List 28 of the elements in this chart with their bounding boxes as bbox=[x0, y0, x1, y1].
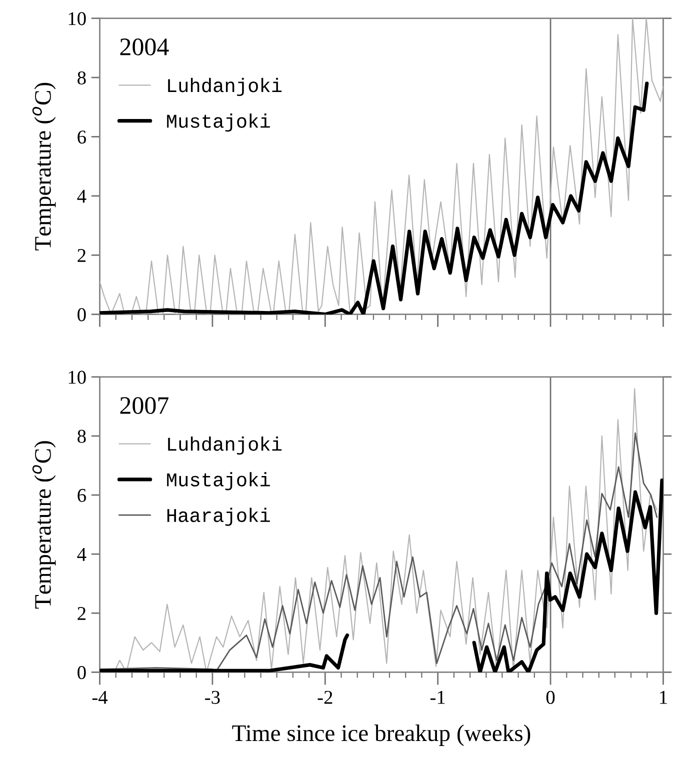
legend-label: Luhdanjoki bbox=[168, 436, 282, 455]
y-tick-label: 8 bbox=[78, 71, 86, 84]
x-tick-label: 0 bbox=[546, 690, 555, 704]
legend-label: Mustajoki bbox=[167, 472, 270, 490]
legend-title: 2007 bbox=[120, 397, 168, 414]
y-tick-label: 6 bbox=[78, 130, 86, 144]
x-tick-label: 1 bbox=[660, 690, 667, 704]
legend-title: 2004 bbox=[120, 38, 169, 56]
y-axis-title: Temperature ($^{o}$C) bbox=[32, 441, 56, 609]
y-tick-label: 10 bbox=[68, 370, 86, 384]
x-tick-label: -1 bbox=[430, 690, 445, 704]
x-axis-title: Time since ice breakup (weeks) bbox=[232, 724, 530, 746]
y-tick-label: 0 bbox=[78, 308, 86, 322]
y-tick-label: 10 bbox=[68, 12, 86, 26]
legend-label: Mustajoki bbox=[167, 114, 270, 132]
y-tick-label: 0 bbox=[78, 666, 86, 680]
y-tick-label: 2 bbox=[78, 249, 86, 262]
y-tick-label: 8 bbox=[78, 430, 86, 443]
x-tick-label: -2 bbox=[318, 690, 332, 704]
y-axis-title: Temperature ($^{o}$C) bbox=[32, 82, 56, 250]
legend-label: Haarajoki bbox=[167, 508, 270, 526]
y-tick-label: 4 bbox=[77, 190, 86, 203]
x-tick-label: -4 bbox=[92, 690, 108, 704]
x-tick-label: -3 bbox=[205, 690, 220, 704]
y-tick-label: 2 bbox=[78, 607, 86, 620]
legend-label: Luhdanjoki bbox=[168, 78, 282, 96]
y-tick-label: 4 bbox=[77, 548, 86, 561]
y-tick-label: 6 bbox=[78, 488, 86, 502]
